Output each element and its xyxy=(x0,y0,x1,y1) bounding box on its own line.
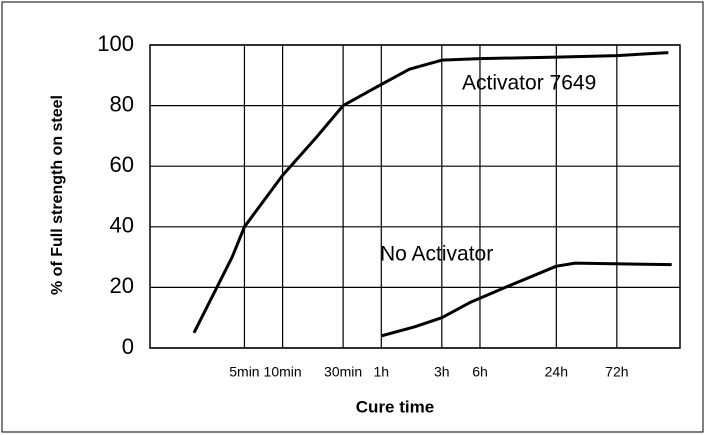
y-tick-label: 100 xyxy=(97,31,134,56)
annotation: No Activator xyxy=(380,243,493,266)
y-tick-label: 20 xyxy=(110,273,134,298)
annotation: Activator 7649 xyxy=(462,72,596,95)
x-tick-label: 5min xyxy=(229,364,259,380)
x-tick-label: 24h xyxy=(545,364,568,380)
x-axis-label: Cure time xyxy=(356,397,434,416)
x-tick-label: 10min xyxy=(264,364,302,380)
y-tick-label: 40 xyxy=(110,213,134,238)
line-series xyxy=(380,261,672,338)
x-tick-label: 30min xyxy=(324,364,362,380)
y-tick-label: 80 xyxy=(110,91,134,116)
x-tick-label: 6h xyxy=(472,364,488,380)
y-axis-label: % of Full strength on steel xyxy=(49,95,66,295)
x-tick-label: 3h xyxy=(434,364,450,380)
y-tick-label: 0 xyxy=(122,334,134,359)
x-tick-label: 72h xyxy=(605,364,628,380)
x-tick-label: 1h xyxy=(374,364,390,380)
y-tick-label: 60 xyxy=(110,152,134,177)
line-series xyxy=(192,51,669,334)
